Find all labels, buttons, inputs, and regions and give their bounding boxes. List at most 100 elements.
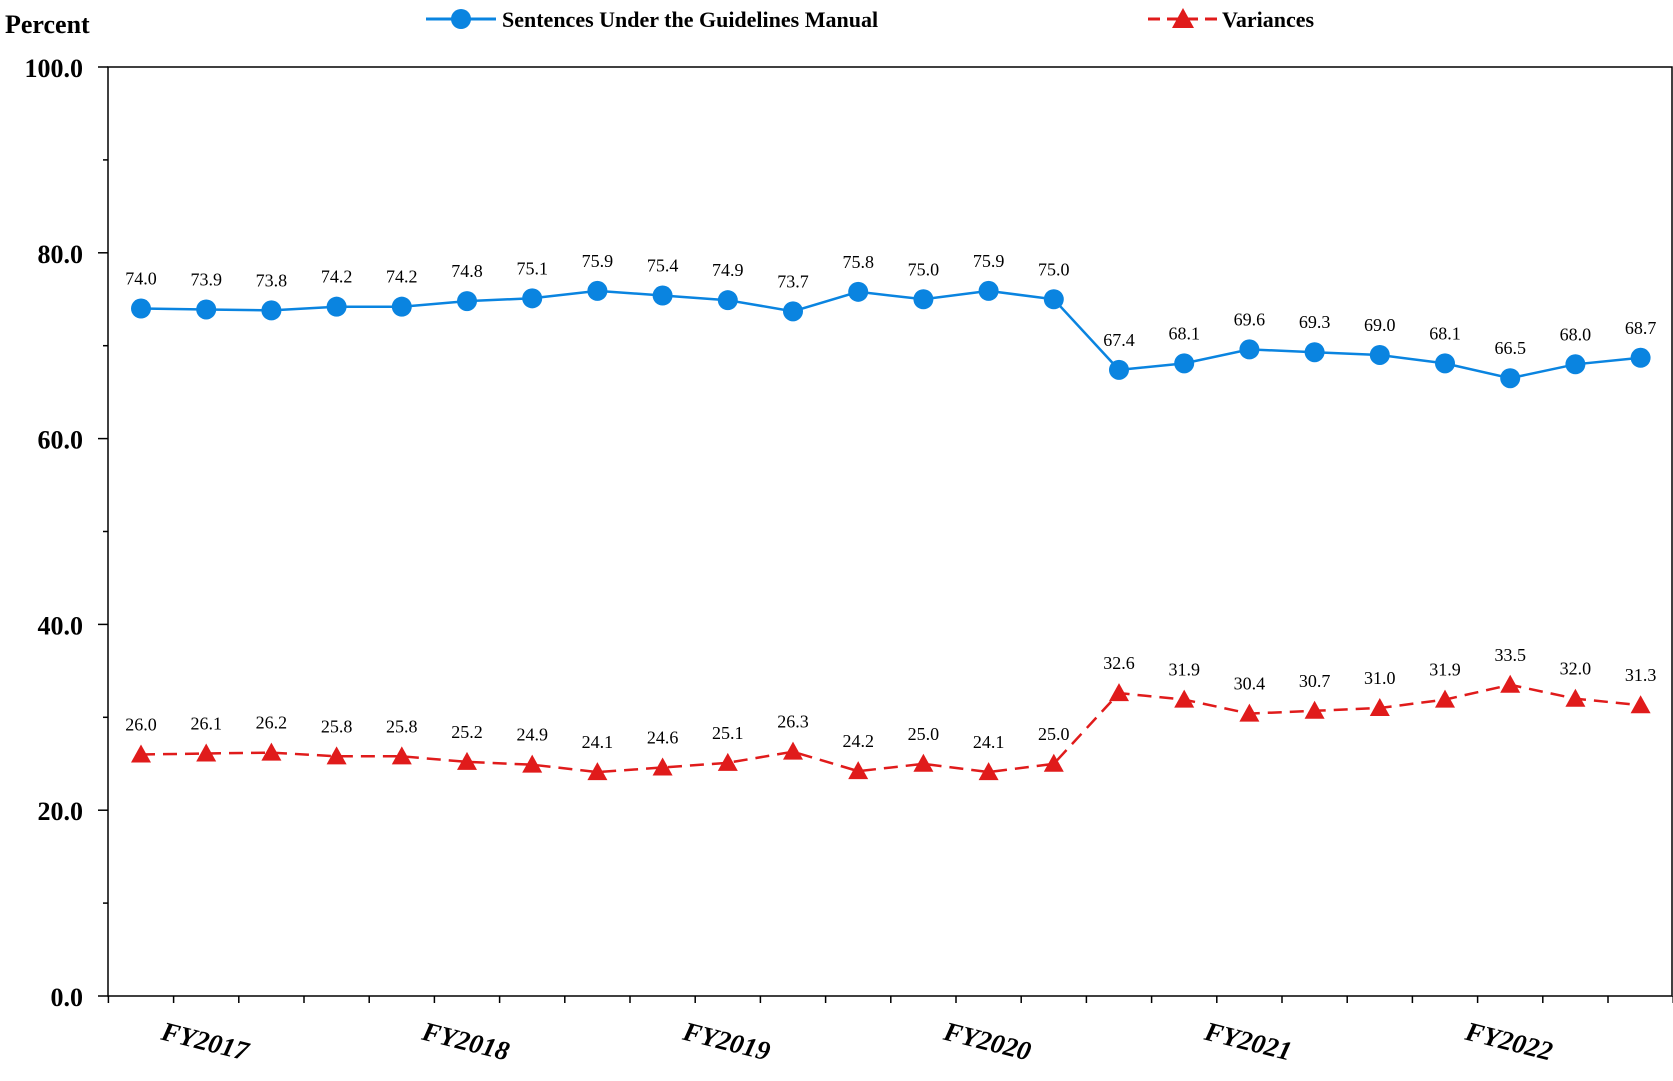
data-point-circle (848, 281, 869, 302)
data-point-triangle (457, 751, 477, 770)
data-point-triangle (652, 757, 673, 776)
data-label: 75.9 (973, 251, 1005, 271)
data-label: 25.8 (321, 716, 353, 736)
data-label: 68.1 (1429, 323, 1461, 343)
series-line (140, 683, 1641, 774)
data-point-circle (1369, 344, 1390, 365)
x-tick-label: FY2017 (158, 1016, 254, 1067)
data-point-circle (1174, 353, 1195, 374)
data-point-triangle (783, 741, 803, 760)
data-label: 73.9 (190, 269, 222, 289)
data-point-triangle (326, 746, 347, 765)
data-point-triangle (587, 762, 608, 781)
data-point-triangle (717, 752, 738, 771)
legend-item-guidelines: Sentences Under the Guidelines Manual (426, 7, 878, 32)
series-variances (131, 674, 1651, 781)
data-point-circle (1239, 339, 1260, 360)
data-label: 75.4 (647, 256, 679, 276)
data-label: 31.9 (1429, 660, 1461, 680)
data-label: 24.9 (516, 725, 548, 745)
data-point-triangle (1304, 700, 1325, 719)
data-point-circle (1565, 354, 1586, 375)
data-label: 26.3 (777, 712, 809, 732)
data-point-triangle (913, 753, 934, 772)
data-label: 68.0 (1560, 324, 1592, 344)
data-point-circle (783, 301, 803, 322)
data-point-triangle (1500, 674, 1521, 693)
data-label: 75.9 (582, 251, 614, 271)
y-tick-label: 100.0 (25, 54, 84, 83)
data-point-circle (1304, 342, 1325, 363)
data-label: 31.0 (1364, 668, 1396, 688)
data-label: 66.5 (1494, 338, 1526, 358)
data-label: 26.0 (125, 714, 157, 734)
data-point-circle (1630, 347, 1651, 368)
data-label: 75.0 (1038, 259, 1070, 279)
data-point-circle (1043, 289, 1064, 310)
data-label: 24.1 (582, 732, 614, 752)
data-label: 67.4 (1103, 330, 1135, 350)
legend-marker-circle (451, 9, 471, 29)
data-point-circle (1435, 353, 1455, 374)
data-label: 30.4 (1234, 674, 1266, 694)
data-point-triangle (196, 743, 217, 762)
x-tick-label: FY2018 (418, 1016, 513, 1067)
data-point-circle (978, 280, 999, 301)
data-label: 74.9 (712, 260, 744, 280)
data-label: 69.3 (1299, 312, 1331, 332)
data-point-circle (131, 298, 151, 319)
data-point-triangle (1435, 689, 1455, 708)
data-label: 33.5 (1494, 645, 1526, 665)
data-point-triangle (131, 744, 151, 763)
data-point-circle (587, 280, 608, 301)
legend-marker-triangle (1172, 8, 1194, 28)
data-point-circle (391, 296, 412, 317)
data-label: 75.8 (842, 252, 874, 272)
x-tick-label: FY2020 (940, 1016, 1035, 1067)
y-axis-title: Percent (5, 10, 90, 39)
data-point-triangle (1369, 698, 1390, 717)
plot-area-frame (107, 66, 1673, 997)
data-point-triangle (1239, 703, 1260, 722)
y-tick-label: 20.0 (38, 797, 84, 826)
data-point-triangle (1043, 753, 1064, 772)
data-point-triangle (978, 762, 999, 781)
legend-label: Sentences Under the Guidelines Manual (502, 7, 878, 32)
data-label: 74.2 (321, 267, 353, 287)
data-label: 74.8 (451, 261, 483, 281)
data-label: 32.0 (1560, 659, 1592, 679)
data-point-triangle (1109, 683, 1129, 702)
data-label: 25.8 (386, 716, 418, 736)
x-tick-label: FY2021 (1201, 1016, 1295, 1067)
data-point-circle (1500, 368, 1521, 389)
data-label: 31.9 (1168, 660, 1200, 680)
data-point-circle (522, 288, 543, 309)
data-point-circle (1109, 359, 1129, 380)
data-point-circle (326, 296, 347, 317)
data-label: 69.6 (1234, 309, 1266, 329)
data-point-triangle (261, 742, 282, 761)
data-label: 68.7 (1625, 318, 1657, 338)
data-label: 74.0 (125, 269, 157, 289)
x-tick-label: FY2019 (679, 1016, 774, 1067)
data-label: 30.7 (1299, 671, 1331, 691)
data-label: 24.1 (973, 732, 1005, 752)
data-point-circle (457, 291, 477, 312)
data-point-triangle (848, 761, 869, 780)
data-point-circle (196, 299, 217, 320)
data-point-triangle (1565, 688, 1586, 707)
series-line (140, 289, 1641, 380)
data-label: 24.6 (647, 727, 679, 747)
data-label: 68.1 (1168, 323, 1200, 343)
data-label: 25.2 (451, 722, 483, 742)
data-point-triangle (1630, 695, 1651, 714)
x-tick-label: FY2022 (1462, 1016, 1556, 1067)
data-label: 26.2 (256, 713, 288, 733)
data-label: 25.1 (712, 723, 744, 743)
data-label: 25.0 (908, 724, 940, 744)
data-label: 24.2 (842, 731, 874, 751)
data-point-circle (261, 300, 282, 321)
data-point-triangle (522, 754, 543, 773)
data-label: 31.3 (1625, 665, 1657, 685)
